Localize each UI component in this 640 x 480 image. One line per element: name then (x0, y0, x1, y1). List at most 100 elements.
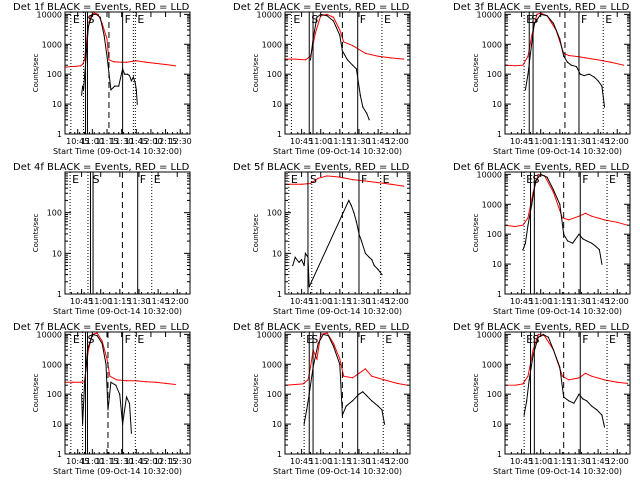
x-axis-label: Start Time (09-Oct-14 10:32:00) (493, 467, 622, 476)
chart-title: Det 9f BLACK = Events, RED = LLD (453, 322, 630, 333)
data-point-events (114, 85, 116, 87)
data-point-events (598, 249, 600, 251)
data-point-events (603, 426, 606, 428)
x-axis-label: Start Time (09-Oct-14 10:32:00) (53, 467, 182, 476)
data-point-lld (294, 383, 296, 386)
data-point-lld (536, 13, 538, 15)
x-tick-label: 11:45 (587, 297, 610, 306)
data-point-lld (623, 64, 625, 66)
x-tick-label: 11:45 (367, 457, 390, 466)
marker-label: S (533, 173, 540, 186)
data-point-lld (307, 379, 309, 381)
data-point-events (130, 432, 133, 434)
y-tick-label: 1 (497, 290, 502, 299)
y-tick-label: 100 (47, 70, 62, 79)
y-axis-label: Counts/sec (472, 214, 480, 253)
y-tick-label: 100 (267, 70, 282, 79)
data-point-events (101, 342, 103, 344)
data-point-events (524, 242, 527, 244)
data-point-lld (125, 61, 128, 63)
y-axis-label: Counts/sec (472, 374, 480, 413)
data-point-lld (591, 215, 593, 217)
data-point-events (547, 336, 549, 338)
data-point-events (591, 242, 593, 244)
x-tick-label: 11:15 (328, 297, 351, 306)
y-tick-label: 1 (277, 130, 282, 139)
data-point-lld (383, 379, 386, 381)
data-point-events (368, 119, 370, 121)
x-tick-label: 11:45 (125, 137, 148, 146)
y-tick-label: 1000 (42, 40, 62, 49)
y-tick-label: 1 (57, 450, 62, 459)
marker-label: E (72, 173, 79, 186)
data-point-events (105, 363, 107, 365)
x-tick-label: 11:00 (89, 297, 112, 306)
data-point-lld (591, 375, 593, 377)
data-point-events (377, 268, 379, 271)
data-point-lld (532, 349, 534, 351)
series-line-lld (65, 333, 175, 384)
data-point-events (546, 15, 548, 17)
y-tick-label: 10000 (477, 10, 502, 19)
data-point-events (309, 59, 312, 61)
x-tick-label: 11:30 (347, 457, 370, 466)
marker-label: S (310, 173, 317, 186)
data-point-lld (135, 380, 137, 382)
data-point-lld (390, 57, 392, 59)
x-tick-label: 11:30 (347, 297, 370, 306)
x-tick-label: 12:00 (386, 297, 409, 306)
chart-title: Det 6f BLACK = Events, RED = LLD (453, 162, 630, 173)
y-tick-label: 1000 (262, 40, 282, 49)
data-point-events (371, 400, 373, 402)
data-point-events (566, 240, 569, 242)
data-point-events (377, 405, 379, 407)
data-point-events (526, 400, 528, 402)
data-point-events (292, 264, 294, 267)
data-point-lld (294, 58, 296, 60)
data-point-events (355, 221, 358, 223)
x-tick-label: 11:45 (367, 297, 390, 306)
y-tick-label: 100 (267, 390, 282, 399)
marker-label: E (291, 173, 298, 186)
data-point-events (362, 106, 364, 108)
data-point-events (332, 20, 335, 22)
y-tick-label: 100 (47, 390, 62, 399)
data-point-lld (74, 65, 76, 68)
data-point-events (326, 15, 328, 17)
marker-label: E (137, 13, 144, 26)
data-point-events (119, 393, 121, 395)
data-point-lld (326, 332, 328, 334)
x-axis-label: Start Time (09-Oct-14 10:32:00) (53, 147, 182, 156)
y-axis-label: Counts/sec (252, 214, 260, 253)
data-point-events (532, 354, 534, 356)
data-point-events (81, 85, 84, 87)
x-tick-label: 12:15 (154, 137, 177, 146)
data-point-lld (364, 180, 366, 182)
x-tick-label: 10:45 (510, 457, 533, 466)
data-point-lld (364, 52, 366, 54)
data-point-events (125, 396, 128, 398)
data-point-events (115, 384, 117, 386)
data-point-lld (514, 225, 516, 228)
y-tick-label: 10000 (37, 330, 62, 339)
data-point-events (360, 240, 363, 242)
data-point-lld (155, 62, 157, 64)
data-point-events (345, 405, 347, 407)
marker-label: F (125, 13, 131, 26)
y-axis-label: Counts/sec (32, 374, 40, 413)
x-tick-label: 11:15 (548, 457, 571, 466)
x-tick-label: 10:45 (66, 457, 89, 466)
data-point-lld (332, 342, 335, 344)
data-point-events (355, 68, 358, 70)
marker-label: E (384, 13, 391, 26)
marker-label: E (73, 333, 80, 346)
marker-label: E (293, 13, 300, 26)
data-point-lld (568, 54, 570, 57)
data-point-events (570, 64, 572, 66)
x-tick-label: 11:45 (587, 137, 610, 146)
marker-label: E (154, 173, 161, 186)
